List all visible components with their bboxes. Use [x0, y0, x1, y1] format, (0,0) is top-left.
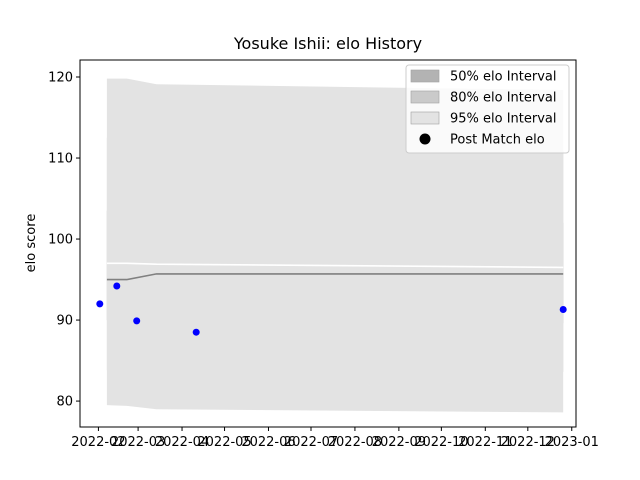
y-tick-label: 80 — [56, 395, 73, 410]
x-tick-label: 2022-08 — [328, 435, 382, 450]
y-axis-label: elo score — [24, 214, 39, 273]
y-tick-label: 100 — [48, 233, 73, 248]
post-match-point — [133, 317, 141, 325]
y-tick-label: 110 — [48, 152, 73, 167]
plot-area — [96, 78, 567, 413]
axes-frame — [79, 59, 577, 428]
legend-entry-label: 95% elo Interval — [450, 112, 557, 127]
post-match-point — [192, 328, 200, 336]
axes: 80901001101202022-022022-032022-042022-0… — [48, 59, 599, 450]
y-tick-label: 120 — [48, 71, 73, 86]
x-tick-label: 2022-12 — [501, 435, 555, 450]
y-tick-label: 90 — [56, 314, 73, 329]
legend-entry-label: 80% elo Interval — [450, 91, 557, 106]
x-tick-label: 2022-11 — [458, 435, 512, 450]
post-match-point — [559, 306, 567, 313]
legend-swatch — [410, 111, 440, 125]
legend-swatch — [410, 69, 440, 83]
x-tick-label: 2022-09 — [372, 435, 426, 450]
legend: 50% elo Interval 80% elo Interval 95% elo … — [405, 64, 570, 154]
legend-box — [405, 64, 570, 154]
post-match-point — [96, 300, 104, 308]
legend-entry-label: Post Match elo — [450, 133, 545, 148]
mean-elo-line — [106, 262, 564, 269]
x-tick-label: 2023-01 — [545, 435, 599, 450]
legend-swatch — [410, 90, 440, 104]
post-match-point — [113, 282, 121, 290]
median-elo-line — [106, 273, 564, 281]
legend-marker — [419, 133, 431, 145]
x-tick-label: 2022-05 — [197, 435, 251, 450]
x-tick-label: 2022-06 — [241, 435, 295, 450]
chart-title: Yosuke Ishii: elo History — [233, 34, 422, 53]
x-tick-label: 2022-04 — [155, 435, 209, 450]
x-tick-label: 2022-02 — [71, 435, 125, 450]
x-tick-label: 2022-07 — [284, 435, 338, 450]
interval-band-95 — [106, 78, 564, 413]
x-tick-label: 2022-03 — [111, 435, 165, 450]
legend-entry-label: 50% elo Interval — [450, 70, 557, 85]
x-tick-label: 2022-10 — [414, 435, 468, 450]
